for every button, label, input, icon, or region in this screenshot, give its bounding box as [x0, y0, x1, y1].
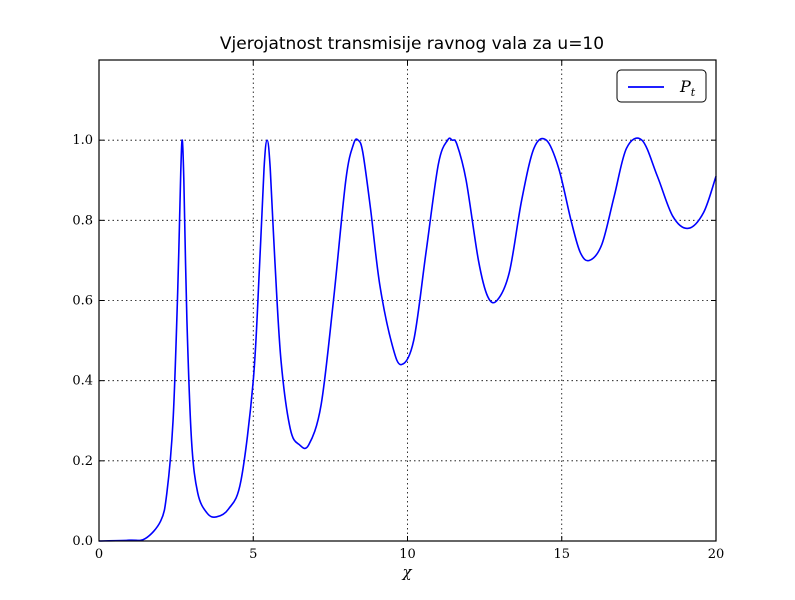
grid	[99, 60, 716, 541]
legend-label-main: P	[679, 77, 691, 96]
legend-label: Pt	[679, 77, 696, 99]
x-tick-label: 5	[249, 547, 257, 562]
legend-label-subscript: t	[691, 86, 696, 99]
y-tick-labels: 0.0 0.2 0.4 0.6 0.8 1.0	[72, 133, 93, 549]
legend-box	[616, 69, 707, 103]
legend: Pt	[616, 69, 707, 103]
y-tick-label: 1.0	[72, 133, 93, 148]
y-tick-label: 0.0	[72, 534, 93, 549]
axis-ticks	[98, 60, 717, 542]
x-tick-label: 20	[708, 547, 725, 562]
y-tick-label: 0.6	[72, 294, 93, 309]
series-line-pt	[98, 137, 717, 542]
y-tick-label: 0.8	[72, 213, 93, 228]
y-tick-label: 0.2	[72, 454, 93, 469]
x-tick-label: 10	[399, 547, 416, 562]
x-tick-labels: 0 5 10 15 20	[95, 547, 724, 562]
chart-title: Vjerojatnost transmisije ravnog vala za …	[220, 34, 604, 54]
y-tick-label: 0.4	[72, 374, 93, 389]
x-tick-label: 0	[95, 547, 103, 562]
x-axis-label: χ	[401, 563, 412, 581]
x-tick-label: 15	[553, 547, 570, 562]
